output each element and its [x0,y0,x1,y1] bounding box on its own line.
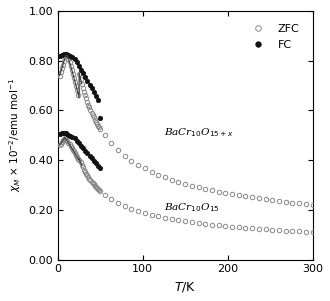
Y-axis label: $\chi$$_M$ $\times$ 10$^{-2}$/emu mol$^{-1}$: $\chi$$_M$ $\times$ 10$^{-2}$/emu mol$^{… [7,78,23,192]
Text: BaCr$_{10}$O$_{15+x}$: BaCr$_{10}$O$_{15+x}$ [164,126,234,139]
Legend: ZFC, FC: ZFC, FC [244,24,299,50]
Text: BaCr$_{10}$O$_{15}$: BaCr$_{10}$O$_{15}$ [164,201,220,214]
X-axis label: $T$/K: $T$/K [174,280,196,294]
